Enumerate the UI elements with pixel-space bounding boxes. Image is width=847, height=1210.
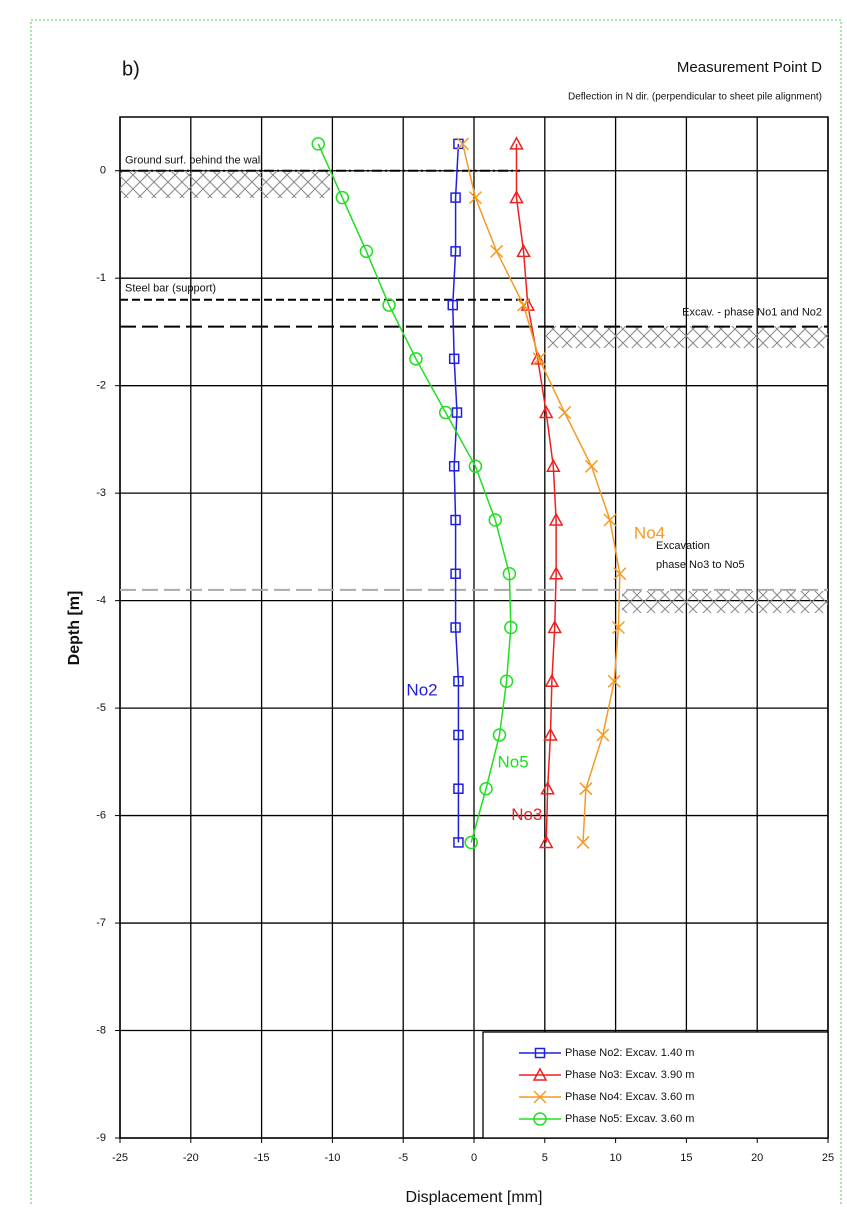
chart: b) Measurement Point D Deflection in N d… [0,0,847,1205]
x-tick-label: -20 [183,1152,199,1164]
level-label: Steel bar (support) [125,283,216,295]
level-label: Excav. - phase No1 and No2 [682,306,822,318]
y-tick-label: -5 [96,702,106,714]
y-tick-label: -7 [96,917,106,929]
y-tick-label: -1 [96,272,106,284]
x-tick-label: 20 [751,1152,763,1164]
x-tick-label: -5 [398,1152,408,1164]
y-tick-label: -9 [96,1132,106,1144]
y-tick-label: -8 [96,1024,106,1036]
x-tick-label: -15 [254,1152,270,1164]
soil-hatch [622,591,828,613]
level-label: phase No3 to No5 [656,559,745,571]
series-label: No5 [497,752,528,771]
y-tick-label: -2 [96,380,106,392]
legend-label: Phase No5: Excav. 3.60 m [565,1113,694,1125]
soil-hatch [546,326,828,348]
x-tick-label: 25 [822,1152,834,1164]
soil-hatch [120,172,330,198]
y-tick-label: -4 [96,595,106,607]
page: b) Measurement Point D Deflection in N d… [0,0,847,1210]
legend-label: Phase No3: Excav. 3.90 m [565,1069,694,1081]
legend-label: Phase No4: Excav. 3.60 m [565,1091,694,1103]
x-tick-label: 5 [542,1152,548,1164]
panel-label: b) [122,58,140,80]
x-tick-label: 10 [609,1152,621,1164]
y-tick-label: -6 [96,809,106,821]
x-axis-label: Displacement [mm] [406,1189,543,1205]
y-axis-label: Depth [m] [66,591,83,666]
series-label: No3 [511,805,542,824]
legend-label: Phase No2: Excav. 1.40 m [565,1047,694,1059]
x-tick-label: 0 [471,1152,477,1164]
series-label: No4 [634,524,665,543]
x-tick-label: -25 [112,1152,128,1164]
x-tick-label: 15 [680,1152,692,1164]
x-tick-label: -10 [324,1152,340,1164]
chart-title: Measurement Point D [677,59,822,76]
level-label: Ground surf. behind the wall [125,155,263,167]
series-label: No2 [406,681,437,700]
chart-subtitle: Deflection in N dir. (perpendicular to s… [568,92,822,103]
y-tick-label: -3 [96,487,106,499]
y-tick-label: 0 [100,165,106,177]
